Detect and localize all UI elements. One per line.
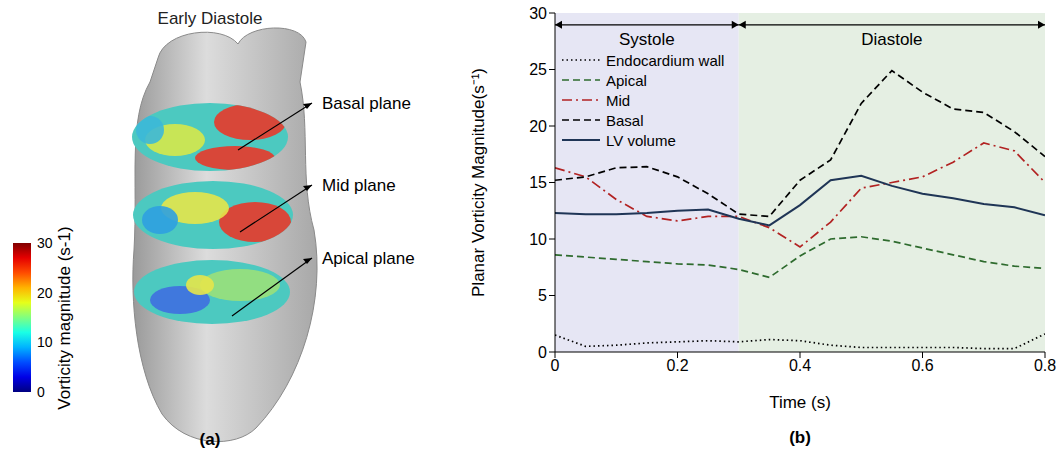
svg-text:Early Diastole: Early Diastole	[158, 9, 263, 28]
svg-text:30: 30	[529, 5, 547, 22]
svg-text:10: 10	[529, 231, 547, 248]
svg-text:5: 5	[538, 287, 547, 304]
svg-text:Vorticity magnitude (s-1): Vorticity magnitude (s-1)	[55, 226, 74, 409]
svg-text:20: 20	[37, 285, 53, 301]
html-text:Apical: Apical	[606, 71, 647, 89]
svg-text:0: 0	[37, 384, 45, 400]
svg-text:0.6: 0.6	[911, 357, 933, 374]
html-text:Mid: Mid	[606, 91, 631, 109]
svg-text:25: 25	[529, 61, 547, 78]
svg-text:Basal plane: Basal plane	[322, 94, 411, 113]
svg-text:30: 30	[37, 235, 53, 251]
svg-text:Time (s): Time (s)	[769, 393, 831, 412]
svg-text:0.8: 0.8	[1034, 357, 1056, 374]
html-text:LV volume: LV volume	[606, 131, 676, 149]
svg-text:Apical plane: Apical plane	[322, 249, 415, 268]
svg-text:Diastole: Diastole	[861, 30, 922, 49]
svg-text:0: 0	[538, 344, 547, 361]
svg-text:20: 20	[529, 118, 547, 135]
svg-text:Planar Vorticity Magnitude(s⁻¹: Planar Vorticity Magnitude(s⁻¹)	[470, 68, 488, 297]
html-text:Basal: Basal	[606, 111, 644, 129]
svg-text:0.2: 0.2	[666, 357, 688, 374]
svg-text:0.4: 0.4	[789, 357, 811, 374]
svg-text:10: 10	[37, 334, 53, 350]
svg-text:Mid plane: Mid plane	[322, 176, 396, 195]
svg-text:Systole: Systole	[619, 30, 675, 49]
svg-text:(a): (a)	[200, 430, 221, 449]
html-text:(b): (b)	[789, 428, 811, 447]
svg-text:0: 0	[551, 357, 560, 374]
svg-text:15: 15	[529, 174, 547, 191]
html-text:Endocardium wall: Endocardium wall	[606, 51, 725, 69]
